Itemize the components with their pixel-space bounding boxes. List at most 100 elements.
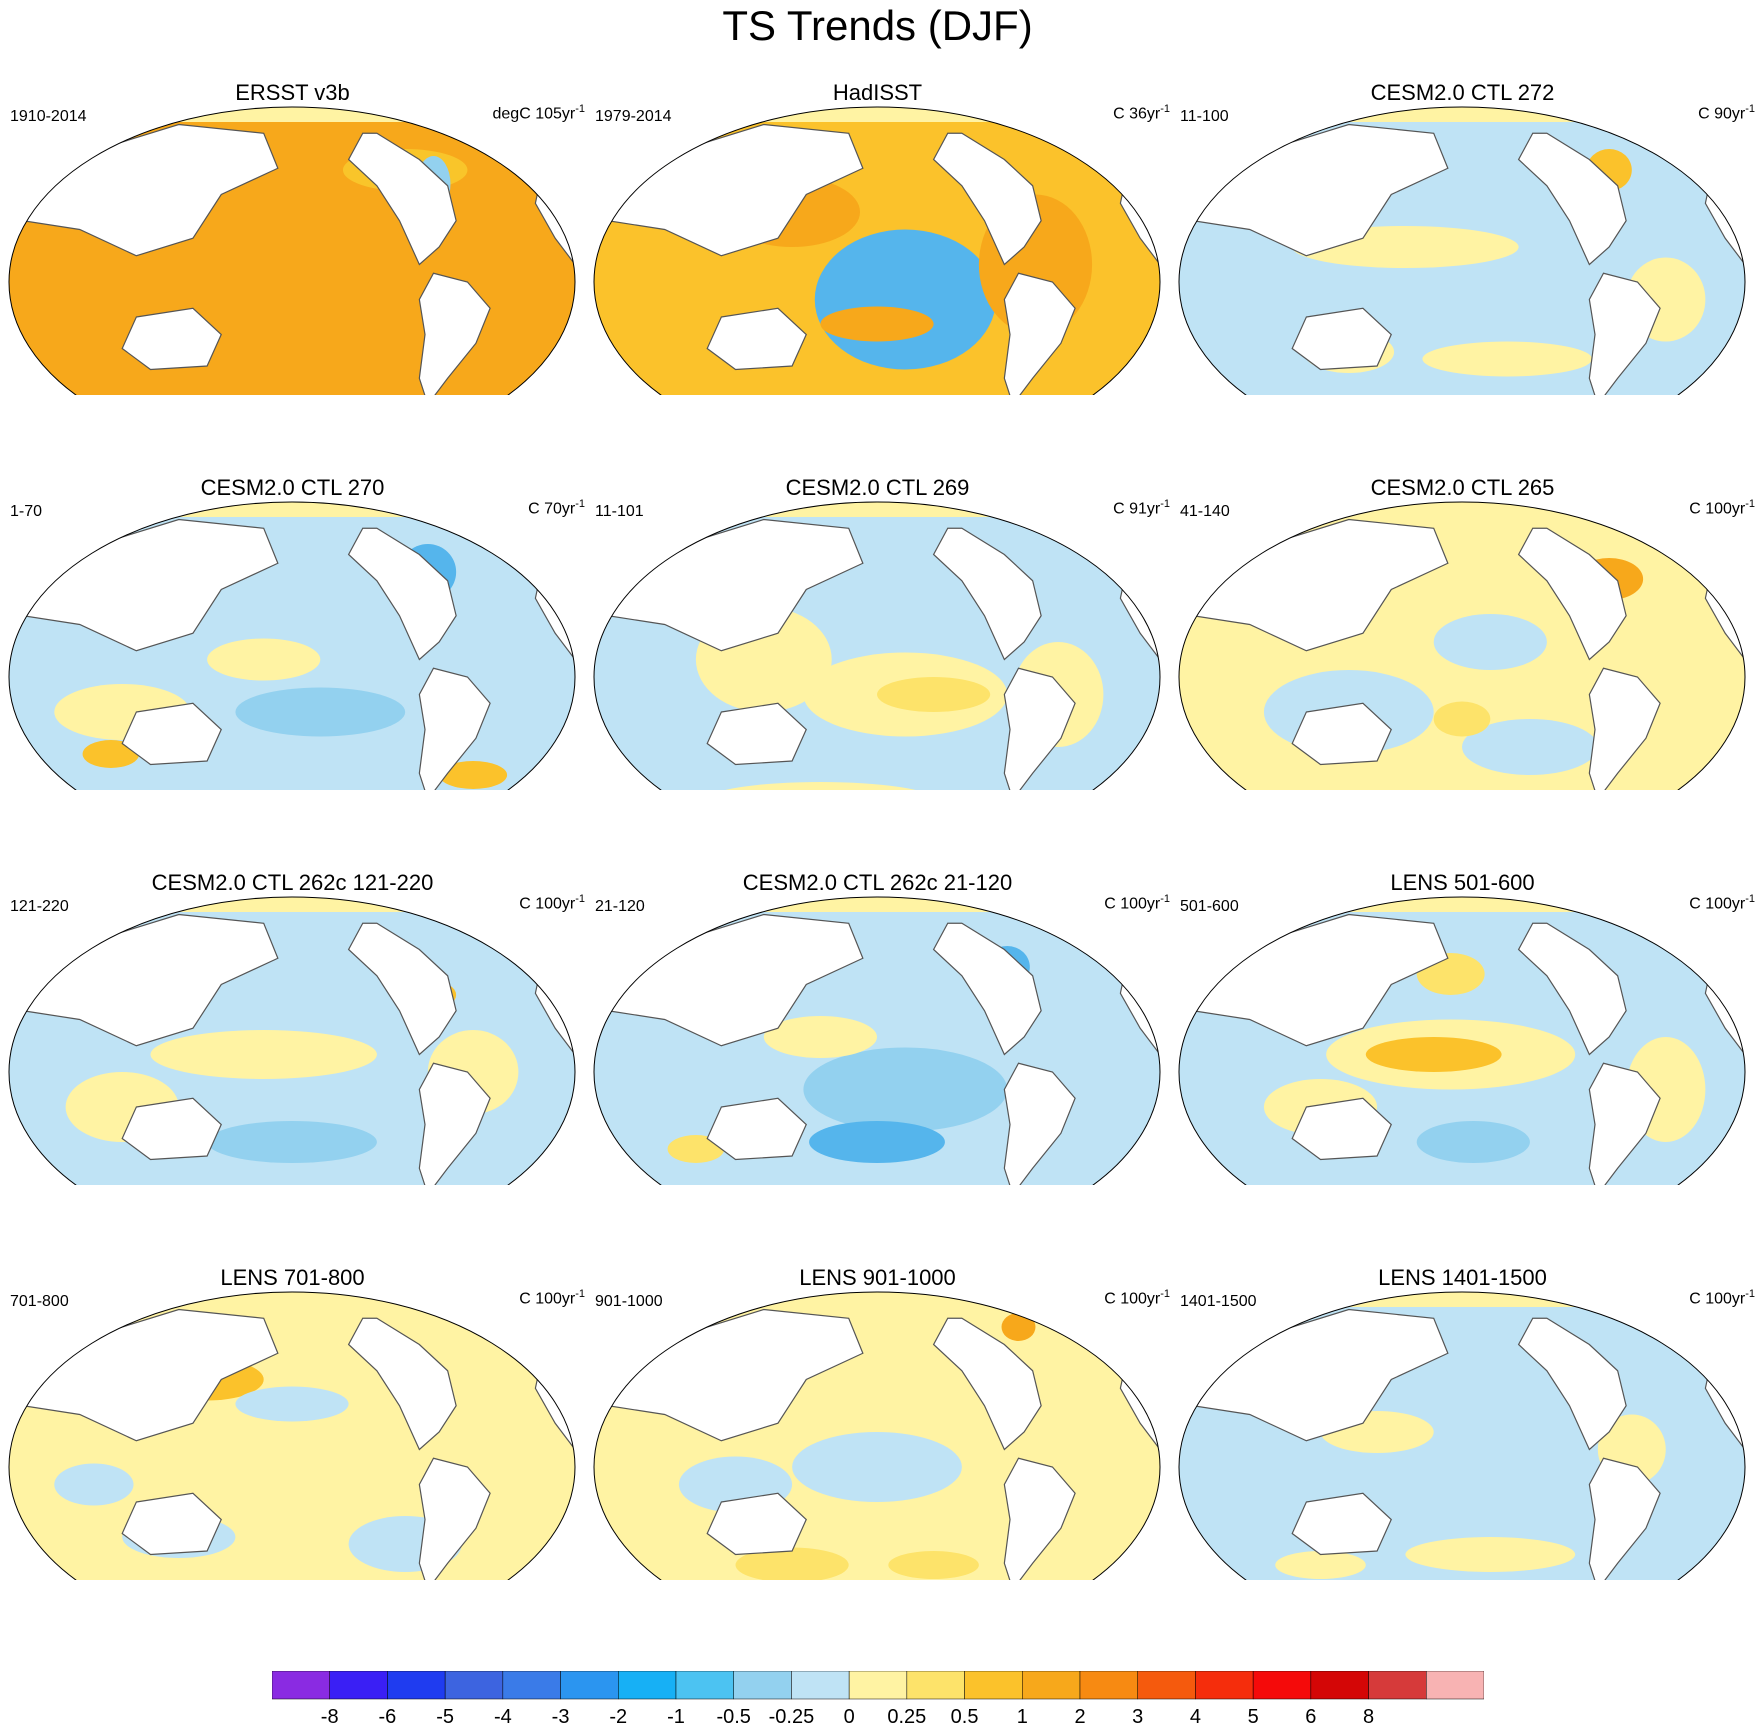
panel-units-text: C 90yr [1698, 105, 1746, 123]
map-plot [8, 501, 576, 790]
panel-units-exponent: -1 [1745, 103, 1755, 115]
map-border [1178, 1291, 1746, 1580]
colorbar-swatch [502, 1671, 561, 1700]
map-panel: LENS 701-800 701-800 C 100yr-1 [0, 1185, 585, 1580]
panel-period: 501-600 [1180, 898, 1239, 915]
colorbar-swatch [791, 1671, 850, 1700]
map-panel: CESM2.0 CTL 272 11-100 C 90yr-1 [1170, 0, 1755, 395]
colorbar-swatch [618, 1671, 677, 1700]
colorbar-tick-label: 1 [1016, 1706, 1028, 1728]
colorbar-swatch [906, 1671, 965, 1700]
land-mass [932, 132, 1042, 266]
map-plot [1178, 1291, 1746, 1580]
map-plot [593, 1291, 1161, 1580]
colorbar-tick-label: 0.25 [887, 1706, 927, 1728]
map-border [8, 1291, 576, 1580]
colorbar [272, 1671, 1484, 1700]
panel-units-text: degC 105yr [492, 105, 576, 123]
panel-title: HadISST [832, 80, 923, 105]
land-mass [418, 1062, 491, 1185]
panel-units-text: C 70yr [528, 500, 576, 518]
panel-period: 121-220 [10, 898, 69, 915]
anomaly-region [814, 229, 996, 370]
map-border [593, 896, 1161, 1185]
land-mass [932, 1317, 1042, 1451]
land-mass [1291, 702, 1392, 766]
land-mass [418, 1457, 491, 1580]
anomaly-region [1365, 1037, 1502, 1072]
ocean-field [1179, 1292, 1745, 1580]
panel-units: degC 105yr-1 [425, 103, 586, 123]
panel-period: 701-800 [10, 1293, 69, 1310]
panel-units: C 100yr-1 [1595, 1288, 1755, 1308]
land-mass [1291, 1492, 1392, 1556]
land-mass [1003, 1457, 1076, 1580]
map-border [8, 501, 576, 790]
map-border [593, 1291, 1161, 1580]
land-mass [347, 527, 457, 661]
anomaly-region [735, 1547, 849, 1580]
map-border [1178, 896, 1746, 1185]
colorbar-swatch [1137, 1671, 1196, 1700]
land-mass [121, 702, 222, 766]
map-border [1178, 106, 1746, 395]
panel-period: 11-101 [595, 503, 644, 520]
colorbar-tick-label: 2 [1074, 1706, 1086, 1728]
panel-units: C 100yr-1 [425, 1288, 585, 1308]
land-mass [932, 922, 1042, 1056]
panel-units-exponent: -1 [1160, 498, 1170, 510]
colorbar-tick-label: 6 [1305, 1706, 1317, 1728]
panel-units-text: C 100yr [1689, 895, 1746, 913]
colorbar-swatch [387, 1671, 446, 1700]
panel-units-text: C 100yr [519, 1290, 576, 1308]
panel-units-text: C 100yr [519, 895, 576, 913]
colorbar-tick-label: -6 [378, 1706, 397, 1728]
land-mass [706, 1097, 807, 1161]
anomaly-region [235, 687, 406, 737]
panel-units-exponent: -1 [1745, 893, 1755, 905]
map-panel: LENS 501-600 501-600 C 100yr-1 [1170, 790, 1755, 1185]
land-mass [1080, 904, 1133, 959]
anomaly-region [803, 1047, 1008, 1132]
land-mass [1665, 114, 1718, 169]
land-mass [1517, 527, 1627, 661]
land-mass [418, 272, 491, 395]
land-mass [1291, 1097, 1392, 1161]
panel-period: 1401-1500 [1180, 1293, 1257, 1310]
anomaly-region [1433, 614, 1547, 670]
anomaly-region [235, 1386, 349, 1422]
panel-period: 1-70 [10, 503, 43, 520]
land-mass [418, 667, 491, 790]
colorbar-swatch [733, 1671, 792, 1700]
panel-units: C 100yr-1 [425, 893, 585, 913]
panel-units-text: C 100yr [1689, 500, 1746, 518]
map-plot [593, 501, 1161, 790]
land-mass [1291, 307, 1392, 371]
land-mass [1665, 509, 1718, 564]
anomaly-region [1422, 341, 1593, 377]
map-panel: CESM2.0 CTL 270 1-70 C 70yr-1 [0, 395, 585, 790]
panel-units: C 100yr-1 [1010, 1288, 1170, 1308]
land-mass [347, 922, 457, 1056]
panel-title: ERSST v3b [235, 80, 350, 105]
anomaly-region [1275, 1551, 1366, 1579]
land-mass [1003, 667, 1076, 790]
land-mass [347, 132, 457, 266]
map-panel: LENS 1401-1500 1401-1500 C 100yr-1 [1170, 1185, 1755, 1580]
anomaly-region [1001, 1313, 1036, 1341]
anomaly-region [82, 740, 140, 768]
land-mass [706, 307, 807, 371]
colorbar-swatch [964, 1671, 1023, 1700]
colorbar-swatch [1022, 1671, 1081, 1700]
colorbar-swatch [1079, 1671, 1138, 1700]
map-panel: HadISST 1979-2014 C 36yr-1 [585, 0, 1170, 395]
panel-period: 21-120 [595, 898, 645, 915]
colorbar-swatch [272, 1671, 330, 1700]
map-plot [1178, 501, 1746, 790]
anomaly-region [888, 1551, 979, 1579]
colorbar-tick-label: 3 [1132, 1706, 1144, 1728]
land-mass [121, 1492, 222, 1556]
panel-title: CESM2.0 CTL 270 [200, 475, 385, 500]
land-mass [495, 904, 548, 959]
anomaly-region [667, 1135, 725, 1163]
